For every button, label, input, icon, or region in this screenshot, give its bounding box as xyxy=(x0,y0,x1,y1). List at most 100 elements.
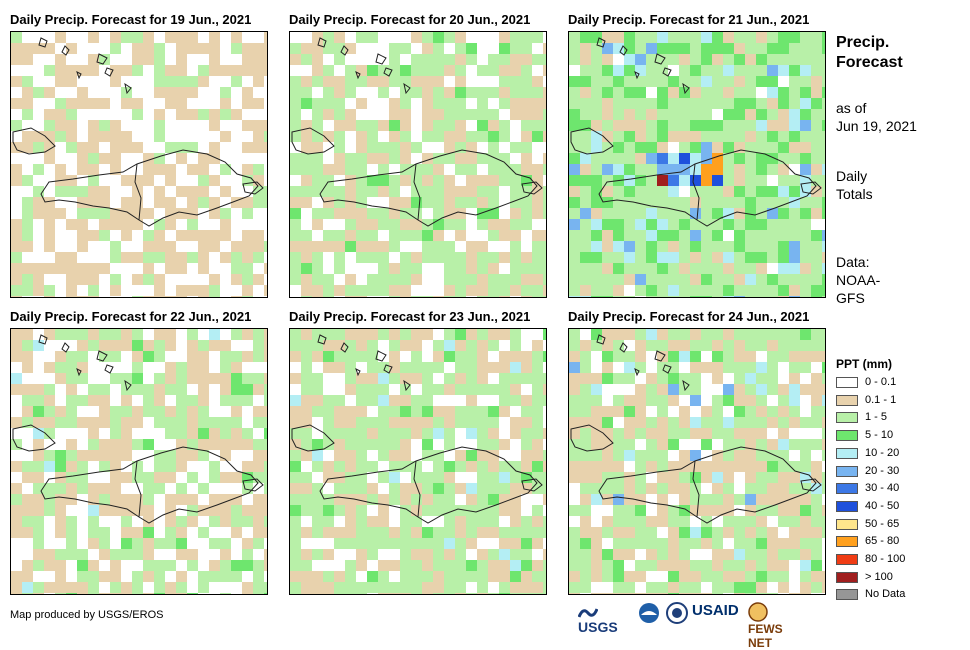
hispaniola-outline xyxy=(319,446,538,524)
legend-swatch xyxy=(836,447,858,459)
cuba-outline xyxy=(12,424,56,452)
bahamas-outline xyxy=(104,364,114,374)
bahamas-outline xyxy=(355,368,361,377)
border-outline xyxy=(134,163,142,221)
bahamas-outline xyxy=(383,67,393,77)
bahamas-outline xyxy=(596,37,606,48)
legend-label: > 100 xyxy=(865,570,893,583)
map-svg-1 xyxy=(11,32,267,297)
legend-label: 20 - 30 xyxy=(865,464,900,477)
legend-swatch xyxy=(836,377,858,388)
bahamas-outline xyxy=(634,71,640,80)
cuba-outline xyxy=(291,127,335,155)
bahamas-outline xyxy=(682,82,690,95)
legend-swatch xyxy=(836,394,858,406)
hispaniola-outline xyxy=(40,446,259,524)
map-svg-3 xyxy=(569,32,825,297)
bahamas-outline xyxy=(104,67,114,77)
bahamas-outline xyxy=(375,53,387,65)
border-outline xyxy=(692,163,700,221)
legend-label: 40 - 50 xyxy=(865,499,900,512)
legend-label: 30 - 40 xyxy=(865,482,900,495)
border-outline xyxy=(413,460,421,518)
legend-swatch xyxy=(836,571,858,583)
legend-label: No Data xyxy=(865,588,906,601)
bahamas-outline xyxy=(619,45,628,56)
puerto-rico-outline xyxy=(521,181,543,195)
data-source: Data: NOAA- GFS xyxy=(836,253,880,307)
legend-label: 65 - 80 xyxy=(865,535,900,548)
forecast-map-6 xyxy=(568,328,826,595)
legend-label: 0.1 - 1 xyxy=(865,393,897,406)
bahamas-outline xyxy=(654,350,666,362)
bahamas-outline xyxy=(96,53,108,65)
border-outline xyxy=(692,460,700,518)
bahamas-outline xyxy=(403,379,411,392)
bahamas-outline xyxy=(317,334,327,345)
legend-swatch xyxy=(836,500,858,512)
legend-label: 0 - 0.1 xyxy=(865,376,897,388)
legend-swatch xyxy=(836,412,858,424)
bahamas-outline xyxy=(596,334,606,345)
bahamas-outline xyxy=(61,45,70,56)
map-svg-4 xyxy=(11,329,267,594)
usda-logo xyxy=(666,602,688,627)
legend-label: 80 - 100 xyxy=(865,553,906,565)
legend-swatch xyxy=(836,589,858,601)
bahamas-outline xyxy=(96,350,108,362)
bahamas-outline xyxy=(38,37,48,48)
bahamas-outline xyxy=(662,364,672,374)
border-outline xyxy=(413,163,421,221)
cuba-outline xyxy=(12,127,56,155)
border-outline xyxy=(134,460,142,518)
panel-title-5: Daily Precip. Forecast for 23 Jun., 2021 xyxy=(289,309,531,324)
forecast-map-5 xyxy=(289,328,547,595)
forecast-title-line1: Precip. xyxy=(836,34,890,51)
legend-swatch xyxy=(836,430,858,442)
cuba-outline xyxy=(570,424,614,452)
map-svg-5 xyxy=(290,329,546,594)
bahamas-outline xyxy=(124,379,132,392)
puerto-rico-outline xyxy=(242,478,264,492)
hispaniola-outline xyxy=(319,149,538,227)
usgs-logo: USGS xyxy=(577,602,618,635)
legend-swatch xyxy=(836,465,858,477)
bahamas-outline xyxy=(76,71,82,80)
forecast-map-2 xyxy=(289,31,547,298)
legend-swatch xyxy=(836,518,858,530)
legend-label: 50 - 65 xyxy=(865,517,900,530)
legend-title: PPT (mm) xyxy=(836,357,893,371)
panel-title-1: Daily Precip. Forecast for 19 Jun., 2021 xyxy=(10,12,252,27)
bahamas-outline xyxy=(383,364,393,374)
hispaniola-outline xyxy=(598,149,817,227)
bahamas-outline xyxy=(317,37,327,48)
map-credit: Map produced by USGS/EROS xyxy=(10,609,164,621)
bahamas-outline xyxy=(76,368,82,377)
forecast-title-line2: Forecast xyxy=(836,54,903,71)
as-of-label: as of xyxy=(836,100,867,116)
data-source-line2: NOAA- xyxy=(836,272,881,288)
as-of-value: Jun 19, 2021 xyxy=(836,118,917,134)
bahamas-outline xyxy=(662,67,672,77)
fews-net-logo: FEWS NET xyxy=(748,602,783,650)
forecast-map-3 xyxy=(568,31,826,298)
data-source-line1: Data: xyxy=(836,254,870,270)
puerto-rico-outline xyxy=(242,181,264,195)
bahamas-outline xyxy=(403,82,411,95)
hispaniola-outline xyxy=(40,149,259,227)
bahamas-outline xyxy=(61,342,70,353)
panel-title-4: Daily Precip. Forecast for 22 Jun., 2021 xyxy=(10,309,252,324)
noaa-logo xyxy=(638,602,660,627)
daily-totals-note: Daily Totals xyxy=(836,167,873,203)
hispaniola-outline xyxy=(598,446,817,524)
data-source-line3: GFS xyxy=(836,290,865,306)
legend-swatch xyxy=(836,483,858,495)
map-svg-6 xyxy=(569,329,825,594)
bahamas-outline xyxy=(38,334,48,345)
panel-title-6: Daily Precip. Forecast for 24 Jun., 2021 xyxy=(568,309,810,324)
puerto-rico-outline xyxy=(521,478,543,492)
forecast-title: Precip. Forecast xyxy=(836,33,903,73)
cuba-outline xyxy=(291,424,335,452)
as-of-date: as of Jun 19, 2021 xyxy=(836,99,917,135)
puerto-rico-outline xyxy=(800,181,822,195)
